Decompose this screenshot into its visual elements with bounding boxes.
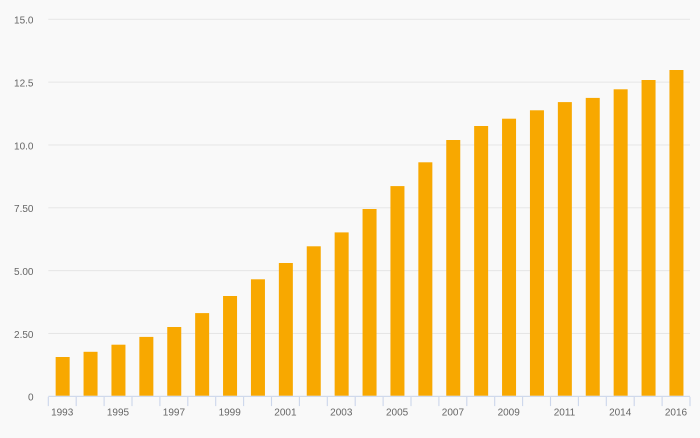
svg-text:2007: 2007 xyxy=(442,408,465,419)
svg-text:2011: 2011 xyxy=(554,408,576,419)
svg-text:1995: 1995 xyxy=(107,408,130,419)
svg-text:2005: 2005 xyxy=(386,408,409,419)
svg-text:7.50: 7.50 xyxy=(14,204,34,215)
svg-text:2.50: 2.50 xyxy=(14,330,34,341)
svg-text:1993: 1993 xyxy=(51,408,74,419)
svg-text:0: 0 xyxy=(28,393,34,404)
svg-text:1997: 1997 xyxy=(163,408,186,419)
svg-text:2003: 2003 xyxy=(330,408,353,419)
svg-text:1999: 1999 xyxy=(219,408,242,419)
svg-text:15.0: 15.0 xyxy=(14,16,34,27)
svg-text:10.0: 10.0 xyxy=(14,141,34,152)
svg-text:2001: 2001 xyxy=(274,408,297,419)
svg-text:2016: 2016 xyxy=(665,408,688,419)
svg-text:5.00: 5.00 xyxy=(14,267,34,278)
svg-text:2009: 2009 xyxy=(498,408,521,419)
svg-text:2014: 2014 xyxy=(609,408,632,419)
svg-text:12.5: 12.5 xyxy=(14,79,34,90)
